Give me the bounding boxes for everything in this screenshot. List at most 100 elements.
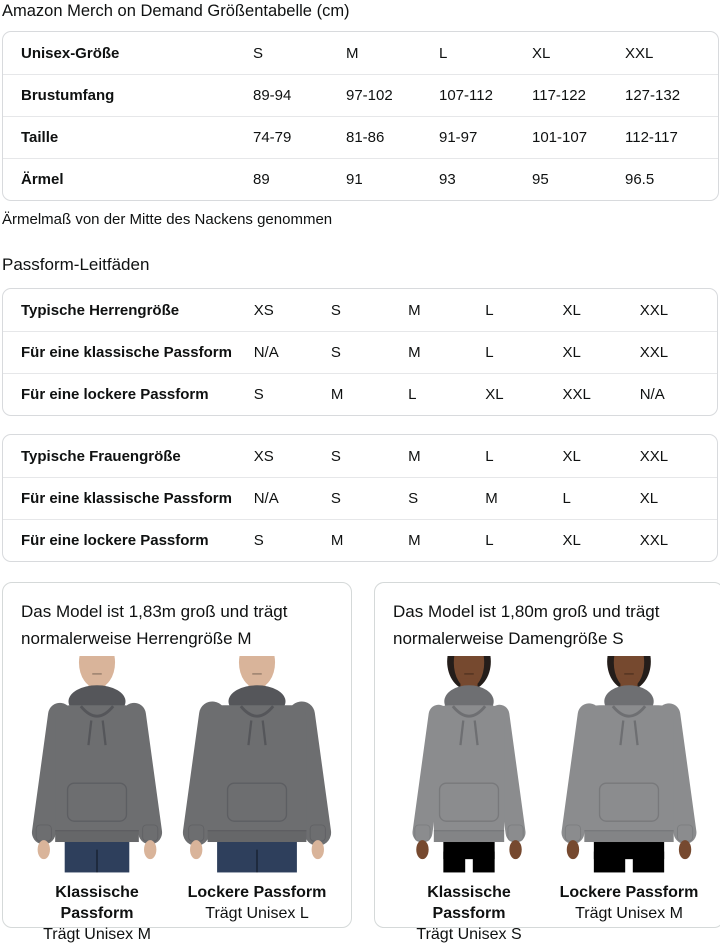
- table-row: Für eine lockere Passform S M L XL XXL N/A: [3, 373, 717, 415]
- size-cell: 96.5: [625, 158, 718, 200]
- size-cell: L: [485, 301, 494, 319]
- fit-label: Lockere Passform: [187, 884, 327, 901]
- size-cell: XL: [639, 477, 717, 519]
- size-cell: S: [330, 301, 341, 319]
- size-cell: S: [408, 477, 486, 519]
- size-cell: L: [485, 447, 494, 465]
- table-row: Für eine klassische Passform N/A S S M L XL: [3, 477, 717, 519]
- size-cell: XS: [253, 447, 274, 465]
- size-cell: XL: [485, 373, 563, 415]
- table-row: Für eine lockere Passform S M M L XL XXL: [3, 519, 717, 561]
- row-label: Für eine lockere Passform: [3, 373, 254, 415]
- model-photo-female-loose-fit: [553, 656, 705, 878]
- size-cell: XL: [562, 331, 640, 373]
- womens-fit-guide-table: Typische Frauengröße XS S M L XL XXL Für eine k…: [2, 434, 718, 562]
- size-cell: S: [253, 44, 264, 62]
- size-cell: N/A: [253, 331, 331, 373]
- size-cell: 91-97: [439, 116, 532, 158]
- sleeve-measure-footnote: Ärmelmaß von der Mitte des Nackens genom…: [2, 211, 333, 228]
- size-cell: 112-117: [625, 116, 718, 158]
- size-cell: 91: [346, 158, 439, 200]
- classic-fit-column: Klassische Passform Trägt Unisex S: [393, 656, 545, 946]
- size-cell: N/A: [253, 477, 331, 519]
- size-cell: M: [408, 331, 486, 373]
- size-cell: M: [408, 519, 486, 561]
- row-label: Unisex-Größe: [21, 44, 120, 62]
- model-photo-female-classic-fit: [393, 656, 545, 878]
- size-cell: 93: [439, 158, 532, 200]
- size-cell: S: [330, 477, 409, 519]
- size-cell: 89: [253, 158, 346, 200]
- size-cell: M: [330, 373, 409, 415]
- size-cell: L: [485, 519, 563, 561]
- model-photo-male-loose-fit: [181, 656, 333, 878]
- model-photos-row: Klassische Passform Trägt Unisex S Lo: [393, 656, 705, 946]
- size-cell: S: [330, 331, 409, 373]
- size-cell: XXL: [639, 519, 717, 561]
- table-row: Brustumfang 89-94 97-102 107-112 117-122 127-…: [3, 74, 718, 116]
- size-cell: XL: [562, 301, 581, 319]
- model-card-heading: Das Model ist 1,80m groß und trägt norma…: [393, 602, 660, 648]
- female-model-card: Das Model ist 1,80m groß und trägt norma…: [374, 582, 720, 943]
- size-cell: 101-107: [532, 116, 625, 158]
- table-row: Für eine klassische Passform N/A S M L XL XXL: [3, 331, 717, 373]
- table-row: Taille 74-79 81-86 91-97 101-107 112-117: [3, 116, 718, 158]
- model-photos-row: Klassische Passform Trägt Unisex M Locke…: [21, 656, 333, 946]
- row-label: Für eine lockere Passform: [3, 519, 254, 561]
- size-cell: M: [408, 301, 421, 319]
- size-cell: 127-132: [625, 74, 718, 116]
- row-label: Taille: [3, 116, 253, 158]
- loose-fit-column: Lockere Passform Trägt Unisex L: [181, 656, 333, 946]
- fit-guides-title: Passform-Leitfäden: [2, 255, 150, 274]
- fit-label: Lockere Passform: [559, 884, 699, 901]
- row-label: Typische Herrengröße: [21, 301, 180, 319]
- size-cell: 107-112: [439, 74, 532, 116]
- size-cell: L: [562, 477, 640, 519]
- row-label: Ärmel: [3, 158, 253, 200]
- row-label: Typische Frauengröße: [21, 447, 181, 465]
- loose-fit-column: Lockere Passform Trägt Unisex M: [553, 656, 705, 946]
- size-cell: XL: [562, 447, 581, 465]
- wears-size-label: Trägt Unisex S: [416, 926, 522, 943]
- size-cell: XXL: [625, 44, 654, 62]
- size-cell: S: [253, 519, 331, 561]
- size-cell: L: [408, 373, 486, 415]
- table-row: Typische Frauengröße XS S M L XL XXL: [3, 435, 717, 477]
- size-cell: N/A: [639, 373, 717, 415]
- size-cell: L: [485, 331, 563, 373]
- size-cell: XL: [562, 519, 640, 561]
- size-cell: 74-79: [253, 116, 346, 158]
- classic-fit-column: Klassische Passform Trägt Unisex M: [21, 656, 173, 946]
- unisex-size-table: Unisex-Größe S M L XL XXL Brustumfang 89-94 97-1…: [2, 31, 719, 201]
- male-model-card: Das Model ist 1,83m groß und trägt norma…: [2, 582, 352, 943]
- table-row: Unisex-Größe S M L XL XXL: [3, 32, 718, 74]
- table-row: Typische Herrengröße XS S M L XL XXL: [3, 289, 717, 331]
- wears-size-label: Trägt Unisex M: [575, 905, 683, 922]
- row-label: Brustumfang: [3, 74, 253, 116]
- row-label: Für eine klassische Passform: [3, 477, 254, 519]
- size-cell: XXL: [639, 447, 669, 465]
- size-cell: XXL: [639, 301, 669, 319]
- size-cell: XL: [532, 44, 551, 62]
- size-cell: M: [485, 477, 563, 519]
- wears-size-label: Trägt Unisex L: [205, 905, 309, 922]
- fit-label: Klassische Passform: [55, 884, 139, 922]
- size-cell: XS: [253, 301, 274, 319]
- size-cell: M: [330, 519, 409, 561]
- size-cell: 81-86: [346, 116, 439, 158]
- size-cell: 117-122: [532, 74, 625, 116]
- mens-fit-guide-table: Typische Herrengröße XS S M L XL XXL Für eine k…: [2, 288, 718, 416]
- page-title: Amazon Merch on Demand Größentabelle (cm…: [2, 2, 350, 20]
- size-cell: 95: [532, 158, 625, 200]
- size-cell: L: [439, 44, 448, 62]
- size-cell: M: [346, 44, 359, 62]
- model-card-heading: Das Model ist 1,83m groß und trägt norma…: [21, 602, 288, 648]
- row-label: Für eine klassische Passform: [3, 331, 254, 373]
- size-cell: 89-94: [253, 74, 346, 116]
- table-row: Ärmel 89 91 93 95 96.5: [3, 158, 718, 200]
- size-cell: XXL: [639, 331, 717, 373]
- model-photo-male-classic-fit: [21, 656, 173, 878]
- size-cell: M: [408, 447, 421, 465]
- fit-label: Klassische Passform: [427, 884, 511, 922]
